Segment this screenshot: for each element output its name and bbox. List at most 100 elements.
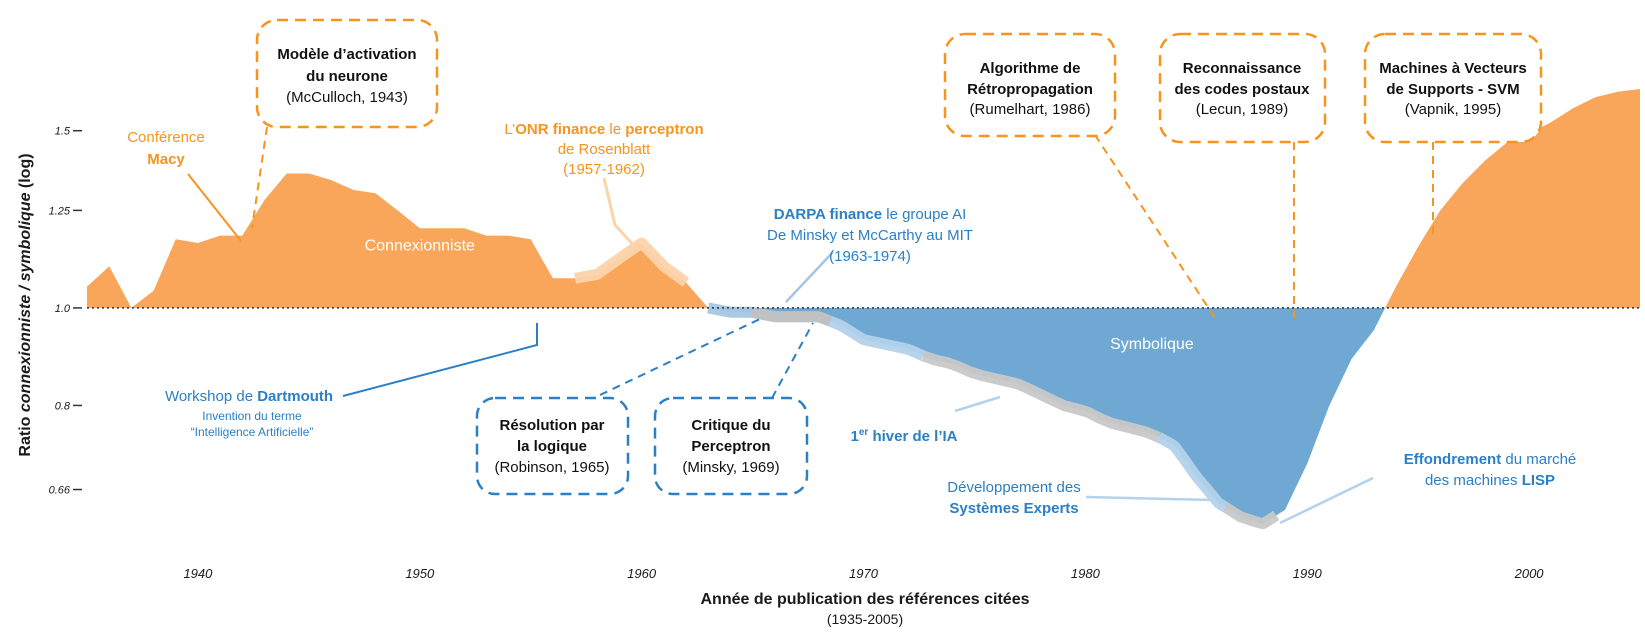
darpa-text-b: le groupe AI [882,206,966,223]
annotation-onr-2: de Rosenblatt [558,141,651,158]
hiver-text-a: 1 [851,428,859,445]
connector-rumelhart [1094,134,1216,319]
x-tick-label: 2000 [1514,566,1545,581]
mcculloch-title-1: Modèle d’activation [277,46,416,63]
lecun-title-1: Reconnaissance [1183,60,1301,77]
mcculloch-ref: (McCulloch, 1943) [286,89,408,106]
vapnik-title-2: de Supports - SVM [1386,81,1519,98]
connector-experts [1085,495,1213,502]
vapnik-ref: (Vapnik, 1995) [1405,101,1501,118]
vapnik-title-1: Machines à Vecteurs [1379,60,1527,77]
annotation-dartmouth-1: Workshop de Dartmouth [165,388,333,405]
minsky-title-1: Critique du [691,417,770,434]
annotation-onr-1: L’ONR finance le perceptron [504,121,703,138]
box-lecun [1158,32,1327,144]
lisp-text-b: du marché [1501,451,1576,468]
area-layer [87,89,1640,524]
annotation-hiver: 1er hiver de l’IA [851,427,958,445]
box-minsky [653,396,809,496]
annotation-onr-3: (1957-1962) [563,161,645,178]
y-axis-label-part-2: connexionniste / symbolique [17,192,34,412]
annotation-dartmouth-3: “Intelligence Artificielle” [191,425,314,439]
y-tick-label: 1.0 [55,303,71,315]
blue-boxes [475,396,809,496]
lisp-text-c: des machines [1425,472,1522,489]
connector-lisp [1279,476,1374,525]
x-tick-label: 1960 [627,566,657,581]
annotation-darpa-2: De Minsky et McCarthy au MIT [767,227,973,244]
connector-robinson [599,317,763,396]
annotations: Conférence Macy L’ONR finance le percept… [127,121,1576,517]
x-tick-label: 1970 [849,566,879,581]
minsky-title-2: Perceptron [691,438,770,455]
area-connexionniste [87,89,1640,308]
annotation-darpa-3: (1963-1974) [829,248,911,265]
dartmouth-text-b: Dartmouth [257,388,333,405]
box-robinson [475,396,630,496]
x-axis-sublabel: (1935-2005) [827,611,903,627]
connector-lines [187,126,1434,525]
x-axis-label: Année de publication des références cité… [700,591,1029,608]
blue-box-texts: Résolution par la logique (Robinson, 196… [494,417,779,476]
highlight-band-0 [574,237,690,287]
annotation-darpa-1: DARPA finance le groupe AI [774,206,967,223]
mcculloch-title-2: du neurone [306,68,388,85]
highlight-band-4 [921,350,1161,443]
highlight-band-5 [1156,432,1229,512]
annotation-dartmouth-2: Invention du terme [202,409,302,423]
y-axis: 1.5 1.25 1.0 0.8 0.66 [49,126,82,497]
annotation-experts-2: Systèmes Experts [949,500,1078,517]
x-tick-label: 1980 [1071,566,1101,581]
connector-onr [602,177,640,252]
orange-boxes [255,18,1543,144]
lisp-text-a: Effondrement [1404,451,1502,468]
lecun-ref: (Lecun, 1989) [1196,101,1289,118]
y-axis-label-part-3: (log) [17,153,34,192]
connector-mcculloch [251,126,268,229]
rumelhart-title-2: Rétropropagation [967,81,1093,98]
annotation-macy-2: Macy [147,151,185,168]
orange-box-texts: Modèle d’activation du neurone (McCulloc… [277,46,1526,118]
onr-text-c: le [605,121,625,138]
highlight-band-6 [1222,502,1280,530]
x-tick-label: 1990 [1293,566,1323,581]
area-symbolique [87,307,1640,524]
area-label-symbolique: Symbolique [1110,336,1194,353]
box-rumelhart [943,32,1117,138]
darpa-text-a: DARPA finance [774,206,882,223]
connector-hiver [954,395,1001,413]
rumelhart-ref: (Rumelhart, 1986) [970,101,1091,118]
highlight-layer [574,237,1280,530]
dartmouth-text-a: Workshop de [165,388,257,405]
robinson-title-2: la logique [517,438,587,455]
y-tick-label: 1.25 [49,205,71,217]
robinson-ref: (Robinson, 1965) [494,459,609,476]
annotation-macy-1: Conférence [127,129,205,146]
box-vapnik [1363,32,1543,144]
onr-text-d: perceptron [625,121,703,138]
minsky-ref: (Minsky, 1969) [682,459,779,476]
rumelhart-title-1: Algorithme de [980,60,1081,77]
hiver-text-b: hiver de l’IA [868,428,957,445]
y-tick-label: 0.8 [55,400,71,412]
robinson-title-1: Résolution par [499,417,604,434]
connector-minsky [771,322,814,399]
connector-darpa [785,251,834,303]
y-axis-label-part-1: Ratio [17,412,34,456]
hiver-text-sup: er [859,427,869,438]
x-tick-label: 1940 [183,566,213,581]
onr-text-a: L’ [504,121,515,138]
connector-macy [187,173,242,242]
y-tick-label: 1.5 [55,126,71,138]
annotation-lisp-2: des machines LISP [1425,472,1555,489]
highlight-band-2 [751,306,833,327]
box-mcculloch [255,18,439,129]
connector-dartmouth [342,323,538,397]
annotation-experts-1: Développement des [947,479,1080,496]
x-tick-label: 1950 [405,566,435,581]
x-axis: 1940 1950 1960 1970 1980 1990 2000 [183,566,1544,581]
annotation-lisp-1: Effondrement du marché [1404,451,1577,468]
onr-text-b: ONR finance [515,121,605,138]
y-tick-label: 0.66 [49,485,71,497]
lecun-title-2: des codes postaux [1174,81,1310,98]
